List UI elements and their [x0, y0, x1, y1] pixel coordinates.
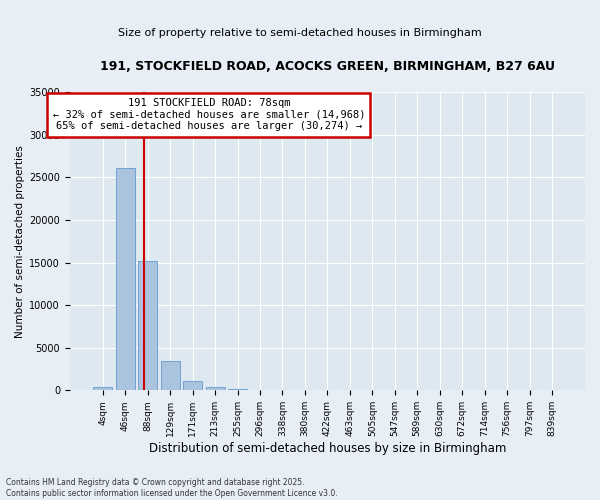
Title: 191, STOCKFIELD ROAD, ACOCKS GREEN, BIRMINGHAM, B27 6AU: 191, STOCKFIELD ROAD, ACOCKS GREEN, BIRM… — [100, 60, 555, 73]
Text: Size of property relative to semi-detached houses in Birmingham: Size of property relative to semi-detach… — [118, 28, 482, 38]
Bar — [183, 382, 202, 390]
Text: Contains HM Land Registry data © Crown copyright and database right 2025.
Contai: Contains HM Land Registry data © Crown c… — [6, 478, 338, 498]
Bar — [138, 261, 157, 390]
Text: 191 STOCKFIELD ROAD: 78sqm
← 32% of semi-detached houses are smaller (14,968)
65: 191 STOCKFIELD ROAD: 78sqm ← 32% of semi… — [53, 98, 365, 132]
Bar — [93, 387, 112, 390]
Bar — [228, 388, 247, 390]
Bar — [206, 386, 224, 390]
Bar — [116, 168, 135, 390]
Y-axis label: Number of semi-detached properties: Number of semi-detached properties — [15, 145, 25, 338]
Bar — [161, 362, 179, 390]
X-axis label: Distribution of semi-detached houses by size in Birmingham: Distribution of semi-detached houses by … — [149, 442, 506, 455]
